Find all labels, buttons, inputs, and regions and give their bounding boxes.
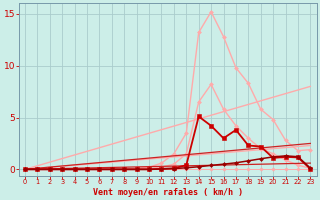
X-axis label: Vent moyen/en rafales ( km/h ): Vent moyen/en rafales ( km/h ) [93,188,243,197]
